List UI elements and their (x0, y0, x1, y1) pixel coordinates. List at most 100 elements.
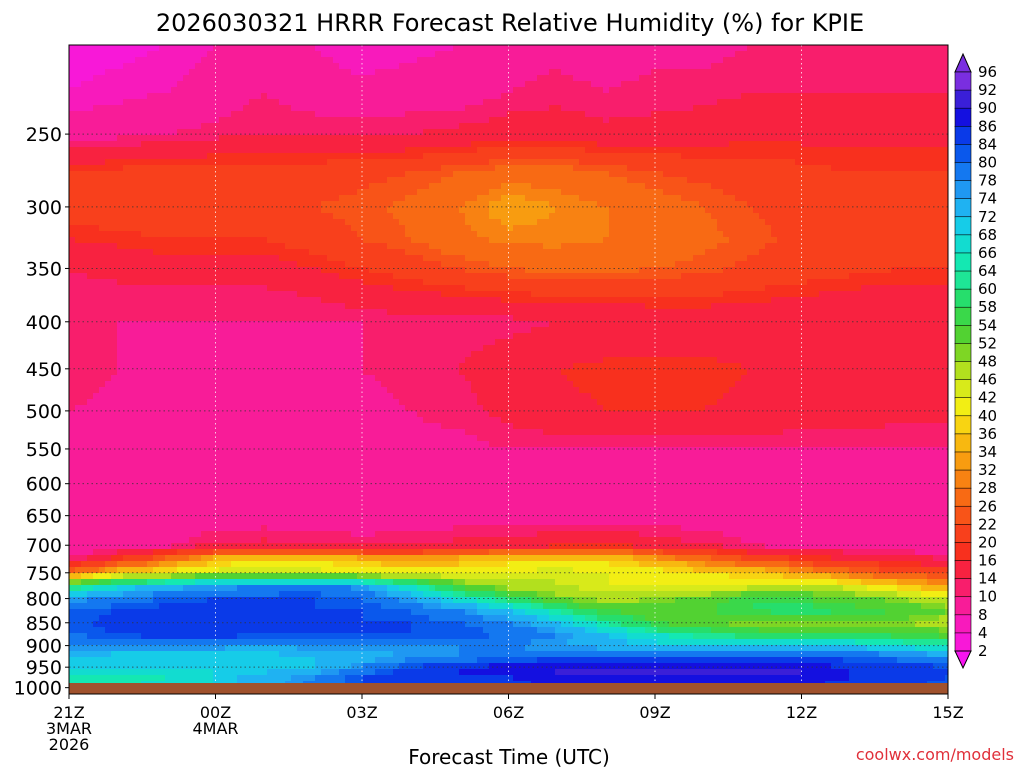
field-cell (723, 177, 730, 184)
field-cell (195, 141, 202, 148)
field-cell (771, 111, 778, 118)
field-cell (381, 51, 388, 58)
field-cell (813, 63, 820, 70)
field-cell (723, 63, 730, 70)
field-cell (747, 63, 754, 70)
field-cell (807, 129, 814, 136)
field-cell (375, 225, 382, 232)
field-cell (519, 93, 526, 100)
field-cell (945, 63, 949, 70)
field-cell (81, 45, 88, 52)
field-cell (801, 75, 808, 82)
field-cell (237, 141, 244, 148)
field-cell (351, 69, 358, 76)
field-cell (837, 201, 844, 208)
field-cell (249, 117, 256, 124)
field-cell (309, 147, 316, 154)
field-cell (867, 165, 874, 172)
field-cell (195, 237, 202, 244)
field-cell (357, 231, 364, 238)
field-cell (849, 75, 856, 82)
field-cell (231, 201, 238, 208)
field-cell (525, 51, 532, 58)
field-cell (165, 105, 172, 112)
field-cell (201, 87, 208, 94)
field-cell (549, 237, 556, 244)
field-cell (255, 171, 262, 178)
field-cell (741, 147, 748, 154)
field-cell (447, 63, 454, 70)
field-cell (249, 171, 256, 178)
field-cell (543, 69, 550, 76)
field-cell (345, 117, 352, 124)
field-cell (507, 141, 514, 148)
field-cell (897, 117, 904, 124)
field-cell (261, 159, 268, 166)
field-cell (453, 189, 460, 196)
field-cell (873, 243, 880, 250)
field-cell (705, 225, 712, 232)
field-cell (423, 177, 430, 184)
field-cell (663, 123, 670, 130)
field-cell (441, 45, 448, 52)
field-cell (843, 75, 850, 82)
field-cell (387, 243, 394, 250)
field-cell (429, 195, 436, 202)
field-cell (261, 189, 268, 196)
field-cell (405, 87, 412, 94)
field-cell (717, 81, 724, 88)
field-cell (447, 171, 454, 178)
field-cell (807, 51, 814, 58)
field-cell (789, 159, 796, 166)
field-cell (531, 45, 538, 52)
field-cell (309, 87, 316, 94)
field-cell (267, 207, 274, 214)
field-cell (513, 237, 520, 244)
field-cell (711, 171, 718, 178)
field-cell (789, 111, 796, 118)
field-cell (795, 81, 802, 88)
field-cell (573, 87, 580, 94)
field-cell (183, 129, 190, 136)
field-cell (609, 183, 616, 190)
field-cell (843, 45, 850, 52)
field-cell (879, 57, 886, 64)
field-cell (357, 117, 364, 124)
field-cell (639, 231, 646, 238)
field-cell (363, 63, 370, 70)
field-cell (249, 57, 256, 64)
field-cell (177, 81, 184, 88)
field-cell (939, 105, 946, 112)
field-cell (321, 69, 328, 76)
field-cell (495, 243, 502, 250)
field-cell (525, 231, 532, 238)
field-cell (729, 153, 736, 160)
field-cell (681, 147, 688, 154)
field-cell (591, 213, 598, 220)
field-cell (561, 105, 568, 112)
field-cell (387, 81, 394, 88)
field-cell (405, 147, 412, 154)
field-cell (873, 201, 880, 208)
field-cell (495, 99, 502, 106)
field-cell (729, 141, 736, 148)
field-cell (555, 105, 562, 112)
field-cell (153, 105, 160, 112)
field-cell (771, 141, 778, 148)
field-cell (87, 231, 94, 238)
field-cell (183, 105, 190, 112)
field-cell (537, 129, 544, 136)
field-cell (723, 147, 730, 154)
field-cell (765, 51, 772, 58)
field-cell (669, 237, 676, 244)
field-cell (819, 99, 826, 106)
field-cell (465, 141, 472, 148)
field-cell (369, 87, 376, 94)
field-cell (129, 159, 136, 166)
field-cell (609, 69, 616, 76)
field-cell (897, 225, 904, 232)
field-cell (273, 135, 280, 142)
field-cell (399, 159, 406, 166)
field-cell (747, 129, 754, 136)
field-cell (537, 99, 544, 106)
